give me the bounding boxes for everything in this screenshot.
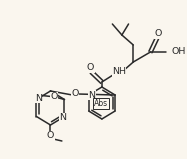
Text: OH: OH bbox=[171, 48, 186, 56]
Text: O: O bbox=[47, 131, 54, 141]
Text: O: O bbox=[154, 30, 162, 38]
Text: O: O bbox=[72, 90, 79, 98]
Text: O: O bbox=[50, 92, 58, 101]
Text: O: O bbox=[87, 63, 94, 73]
Text: N: N bbox=[35, 94, 42, 103]
Text: Abs: Abs bbox=[94, 98, 108, 107]
Text: NH: NH bbox=[112, 68, 126, 76]
FancyBboxPatch shape bbox=[93, 97, 109, 108]
Text: N: N bbox=[88, 90, 95, 100]
Text: N: N bbox=[59, 113, 66, 122]
